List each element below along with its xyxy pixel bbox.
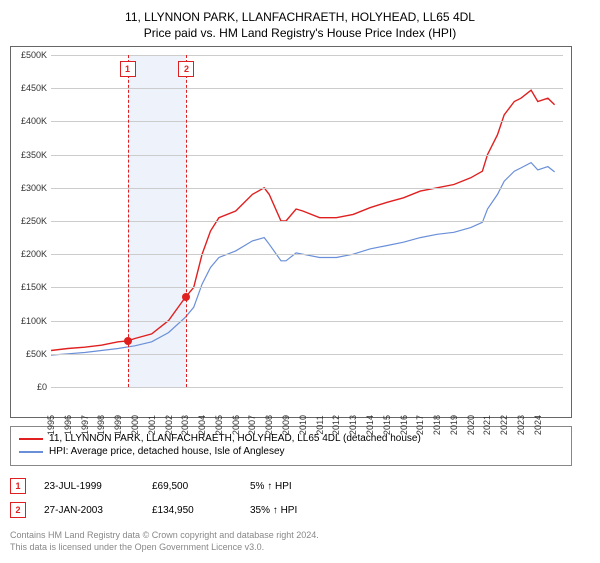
event-marker-box: 2	[178, 61, 194, 77]
legend-swatch	[19, 438, 43, 440]
annotation-price: £134,950	[152, 505, 232, 516]
x-axis-label: 2010	[298, 415, 308, 435]
x-axis-label: 2001	[147, 415, 157, 435]
x-axis-label: 2016	[399, 415, 409, 435]
x-axis-label: 2009	[281, 415, 291, 435]
y-axis-label: £200K	[11, 249, 47, 259]
event-dot	[124, 337, 132, 345]
x-axis-label: 1997	[80, 415, 90, 435]
y-axis-label: £400K	[11, 116, 47, 126]
annotation-date: 27-JAN-2003	[44, 505, 134, 516]
x-axis-label: 2013	[348, 415, 358, 435]
x-axis-label: 1995	[46, 415, 56, 435]
annotation-row: 2 27-JAN-2003 £134,950 35% ↑ HPI	[10, 498, 570, 522]
legend-row: HPI: Average price, detached house, Isle…	[19, 446, 563, 457]
event-marker-box: 1	[120, 61, 136, 77]
x-axis-label: 1999	[113, 415, 123, 435]
x-axis-label: 2004	[197, 415, 207, 435]
annotation-table: 1 23-JUL-1999 £69,500 5% ↑ HPI 2 27-JAN-2003 £…	[10, 474, 570, 522]
x-axis-label: 2003	[180, 415, 190, 435]
x-axis-label: 2021	[482, 415, 492, 435]
x-axis-label: 2023	[516, 415, 526, 435]
footer-line-2: This data is licensed under the Open Gov…	[10, 542, 590, 554]
x-axis-label: 2014	[365, 415, 375, 435]
y-axis-label: £450K	[11, 83, 47, 93]
series-line-hpi	[51, 163, 555, 356]
y-axis-label: £500K	[11, 50, 47, 60]
annotation-pct: 5% ↑ HPI	[250, 481, 350, 492]
x-axis-label: 2018	[432, 415, 442, 435]
x-axis-label: 2012	[331, 415, 341, 435]
y-axis-label: £0	[11, 382, 47, 392]
legend-label: HPI: Average price, detached house, Isle…	[49, 446, 285, 457]
x-axis-label: 2024	[533, 415, 543, 435]
annotation-marker-icon: 1	[10, 478, 26, 494]
x-axis-label: 2020	[466, 415, 476, 435]
chart-container: £0 £50K £100K £150K £200K £250K £300K £350K £400…	[10, 46, 572, 418]
annotation-pct: 35% ↑ HPI	[250, 505, 350, 516]
x-axis-label: 2006	[231, 415, 241, 435]
y-axis-label: £350K	[11, 150, 47, 160]
x-axis-label: 1996	[63, 415, 73, 435]
annotation-marker-icon: 2	[10, 502, 26, 518]
y-axis-label: £300K	[11, 183, 47, 193]
x-axis-label: 2022	[499, 415, 509, 435]
x-axis-label: 2000	[130, 415, 140, 435]
x-axis-label: 2011	[315, 415, 325, 434]
x-axis-label: 2015	[382, 415, 392, 435]
footer-attribution: Contains HM Land Registry data © Crown c…	[10, 530, 590, 553]
footer-line-1: Contains HM Land Registry data © Crown c…	[10, 530, 590, 542]
y-axis-label: £100K	[11, 316, 47, 326]
y-axis-label: £150K	[11, 282, 47, 292]
x-axis-label: 2007	[247, 415, 257, 435]
annotation-row: 1 23-JUL-1999 £69,500 5% ↑ HPI	[10, 474, 570, 498]
title-line-1: 11, LLYNNON PARK, LLANFACHRAETH, HOLYHEA…	[10, 10, 590, 24]
event-vertical-line	[186, 55, 187, 387]
y-axis-label: £250K	[11, 216, 47, 226]
x-axis-label: 2019	[449, 415, 459, 435]
event-dot	[182, 293, 190, 301]
title-line-2: Price paid vs. HM Land Registry's House …	[10, 26, 590, 40]
chart-title-block: 11, LLYNNON PARK, LLANFACHRAETH, HOLYHEA…	[10, 10, 590, 40]
x-axis-label: 1998	[96, 415, 106, 435]
x-axis-label: 2002	[164, 415, 174, 435]
x-axis-label: 2017	[415, 415, 425, 435]
legend-swatch	[19, 451, 43, 453]
annotation-price: £69,500	[152, 481, 232, 492]
gridline	[51, 387, 563, 388]
plot-area: £0£50K£100K£150K£200K£250K£300K£350K£400…	[51, 55, 563, 387]
annotation-date: 23-JUL-1999	[44, 481, 134, 492]
x-axis-label: 2005	[214, 415, 224, 435]
x-axis-label: 2008	[264, 415, 274, 435]
y-axis-label: £50K	[11, 349, 47, 359]
